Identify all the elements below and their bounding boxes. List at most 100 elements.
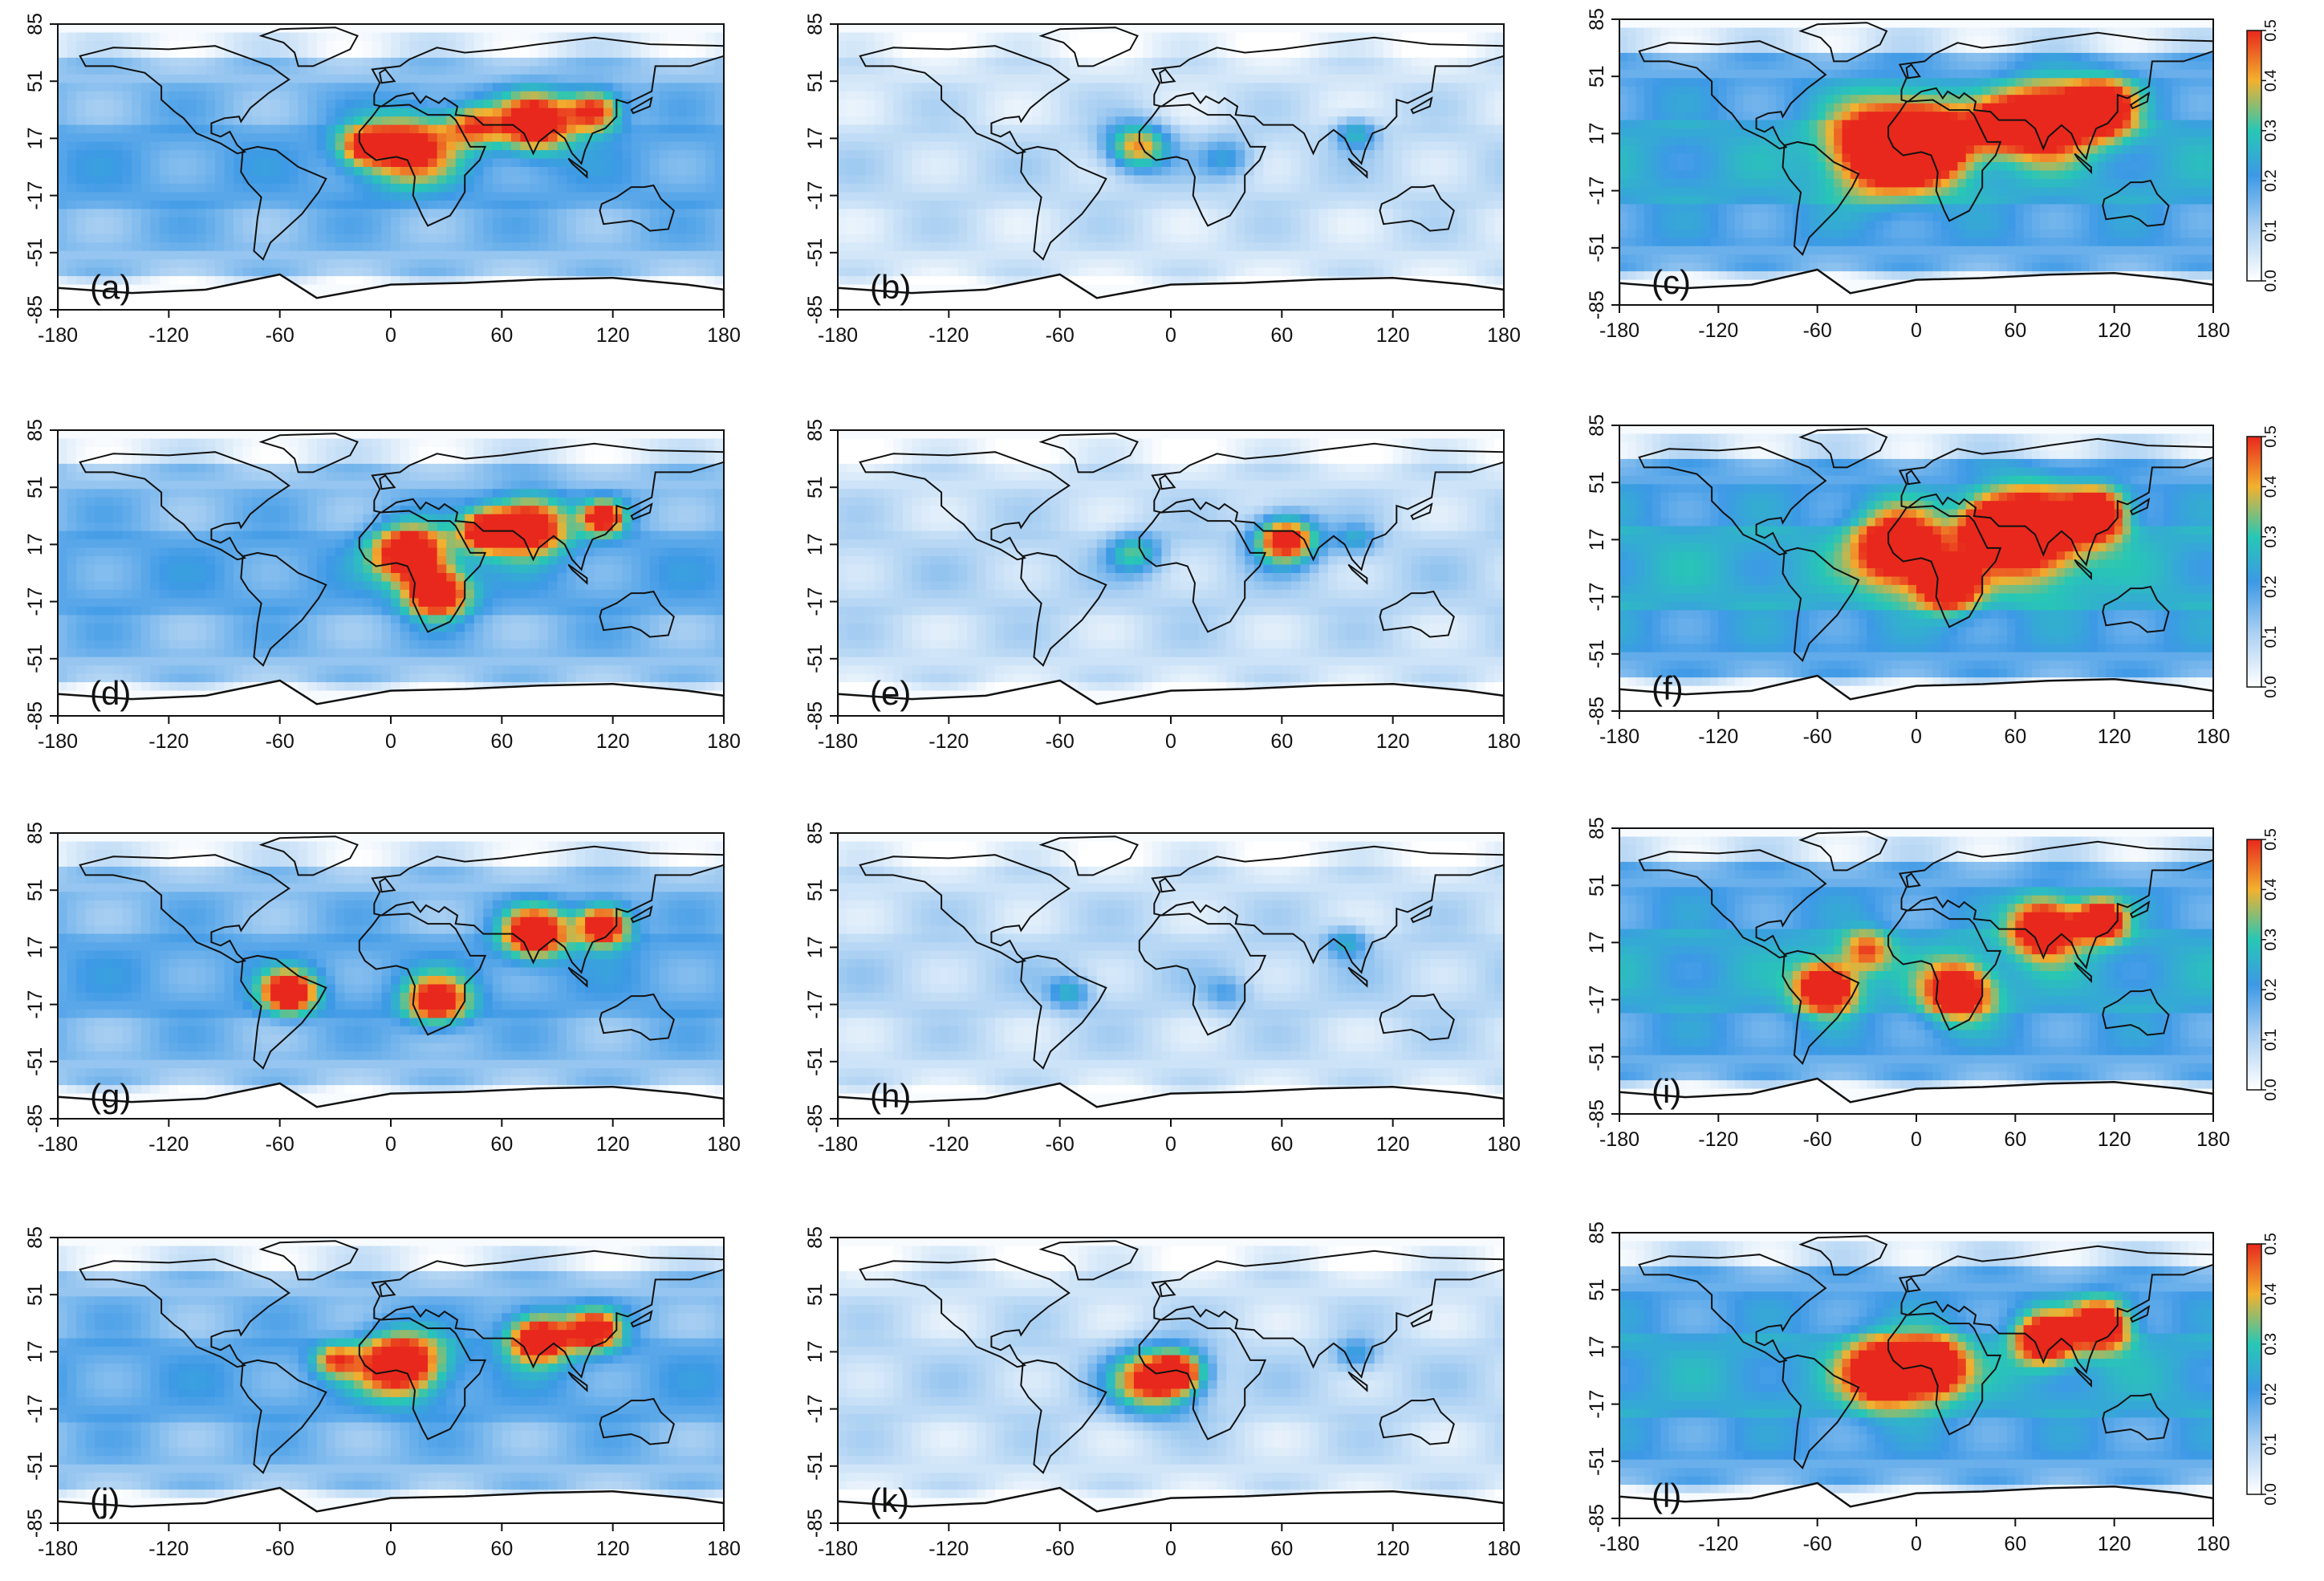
y-tick-label: -17 <box>1586 1390 1608 1419</box>
coastlines <box>838 1240 1504 1523</box>
x-tick-label: 0 <box>1911 319 1922 342</box>
y-tick-label: 51 <box>24 879 47 901</box>
x-tick-label: 0 <box>1165 1133 1176 1156</box>
coastlines <box>838 433 1504 716</box>
panel-h: -180 -120 -60 0 60 120 180 85 51 17 -17 -51 -85 (h) <box>804 822 1521 1156</box>
colorbar-tick-label: 0.0 <box>2262 1079 2280 1101</box>
x-tick-label: 60 <box>2004 319 2026 342</box>
y-tick-label: 51 <box>804 879 827 901</box>
panel-d: -180 -120 -60 0 60 120 180 85 51 17 -17 -51 -85 (d) <box>24 419 741 753</box>
panel-b: -180 -120 -60 0 60 120 180 85 51 17 -17 -51 -85 (b) <box>804 13 1521 347</box>
x-tick-label: 0 <box>1165 730 1176 753</box>
x-tick-label: 60 <box>1270 324 1293 347</box>
colorbar: 0.5 0.4 0.3 0.2 0.1 0.0 <box>2246 19 2280 292</box>
x-tick-label: 180 <box>2196 725 2230 748</box>
x-tick-label: -120 <box>148 730 189 753</box>
x-tick-label: 120 <box>1376 324 1410 347</box>
y-tick-label: 51 <box>1586 874 1608 896</box>
y-tick-label: 17 <box>1586 931 1608 953</box>
y-tick-label: -85 <box>804 1104 827 1133</box>
x-tick-label: 180 <box>2196 1128 2230 1151</box>
y-tick-label: 17 <box>24 1340 47 1363</box>
y-tick-label: -51 <box>804 644 827 673</box>
x-tick-label: -120 <box>148 1538 189 1560</box>
colorbar-tick-label: 0.5 <box>2262 425 2280 448</box>
panel-i: -180 -120 -60 0 60 120 180 85 51 17 -17 -51 -85 (i) 0.… <box>1586 817 2280 1151</box>
x-tick-label: 60 <box>2004 1128 2026 1151</box>
x-tick-label: -120 <box>928 1538 969 1560</box>
y-tick-label: -85 <box>1586 1504 1608 1533</box>
x-tick-label: 120 <box>596 324 630 347</box>
x-tick-label: 0 <box>385 324 396 347</box>
y-tick-label: -17 <box>1586 986 1608 1014</box>
colorbar-tick-label: 0.1 <box>2262 1433 2280 1456</box>
colorbar-tick-label: 0.1 <box>2262 1029 2280 1051</box>
x-tick-label: 180 <box>707 1133 741 1156</box>
colorbar-tick-label: 0.2 <box>2262 978 2280 1001</box>
panel-label: (b) <box>870 268 911 306</box>
y-tick-label: 51 <box>24 1283 47 1306</box>
y-tick-label: -85 <box>804 295 827 324</box>
x-tick-label: 0 <box>1911 725 1922 748</box>
x-tick-label: 180 <box>1487 1133 1521 1156</box>
y-tick-label: -51 <box>1586 640 1608 669</box>
x-tick-label: -120 <box>148 1133 189 1156</box>
x-tick-label: 0 <box>385 1133 396 1156</box>
x-tick-label: -60 <box>1803 1128 1832 1151</box>
x-tick-label: 0 <box>385 1538 396 1560</box>
x-tick-label: -120 <box>928 730 969 753</box>
y-tick-label: 85 <box>1586 8 1608 30</box>
y-tick-label: -17 <box>1586 583 1608 612</box>
y-tick-label: -51 <box>24 238 47 267</box>
colorbar-tick-label: 0.0 <box>2262 270 2280 292</box>
y-tick-label: -85 <box>1586 291 1608 319</box>
panel-label: (l) <box>1652 1477 1681 1514</box>
coastlines <box>58 433 724 716</box>
colorbar: 0.5 0.4 0.3 0.2 0.1 0.0 <box>2246 828 2280 1101</box>
y-tick-label: 51 <box>804 1283 827 1306</box>
y-tick-label: -17 <box>24 990 47 1019</box>
colorbar-tick-label: 0.2 <box>2262 1383 2280 1405</box>
y-tick-label: -51 <box>1586 1042 1608 1071</box>
y-tick-label: 17 <box>804 936 827 958</box>
x-tick-label: 60 <box>490 1538 513 1560</box>
y-tick-label: 85 <box>1586 414 1608 437</box>
y-tick-label: 85 <box>804 822 827 844</box>
colorbar-tick-label: 0.3 <box>2262 526 2280 548</box>
coastlines <box>1619 22 2213 305</box>
x-tick-label: -180 <box>38 1538 78 1560</box>
coastlines <box>58 835 724 1119</box>
coastlines <box>58 26 724 310</box>
y-tick-label: -85 <box>24 1509 47 1538</box>
x-tick-label: -60 <box>266 730 295 753</box>
y-tick-label: 51 <box>24 476 47 498</box>
y-tick-label: -17 <box>804 181 827 210</box>
y-tick-label: -85 <box>24 1104 47 1133</box>
y-tick-label: -85 <box>24 701 47 730</box>
x-tick-label: 60 <box>490 730 513 753</box>
colorbar-tick-label: 0.1 <box>2262 220 2280 242</box>
x-tick-label: 120 <box>596 1538 630 1560</box>
y-tick-label: 85 <box>24 1226 47 1249</box>
y-tick-label: 85 <box>804 1226 827 1249</box>
x-tick-label: 120 <box>1376 730 1410 753</box>
x-tick-label: 0 <box>385 730 396 753</box>
y-tick-label: -51 <box>24 1047 47 1076</box>
y-tick-label: 17 <box>804 533 827 555</box>
x-tick-label: -180 <box>818 730 858 753</box>
panel-label: (g) <box>90 1077 131 1115</box>
x-tick-label: -120 <box>1698 319 1738 342</box>
x-tick-label: -60 <box>1046 1538 1075 1560</box>
colorbar-tick-label: 0.0 <box>2262 1483 2280 1506</box>
colorbar-tick-label: 0.3 <box>2262 929 2280 951</box>
y-tick-label: 17 <box>24 533 47 555</box>
x-tick-label: -60 <box>266 324 295 347</box>
coastlines <box>1619 428 2213 711</box>
x-tick-label: 60 <box>1270 1538 1293 1560</box>
x-tick-label: -180 <box>38 324 78 347</box>
panel-l: -180 -120 -60 0 60 120 180 85 51 17 -17 -51 -85 (l) 0.… <box>1586 1221 2280 1555</box>
panel-c: -180 -120 -60 0 60 120 180 85 51 17 -17 -51 -85 (c) 0.… <box>1586 8 2280 342</box>
x-tick-label: 180 <box>1487 730 1521 753</box>
x-tick-label: 60 <box>490 324 513 347</box>
y-tick-label: -51 <box>1586 234 1608 262</box>
